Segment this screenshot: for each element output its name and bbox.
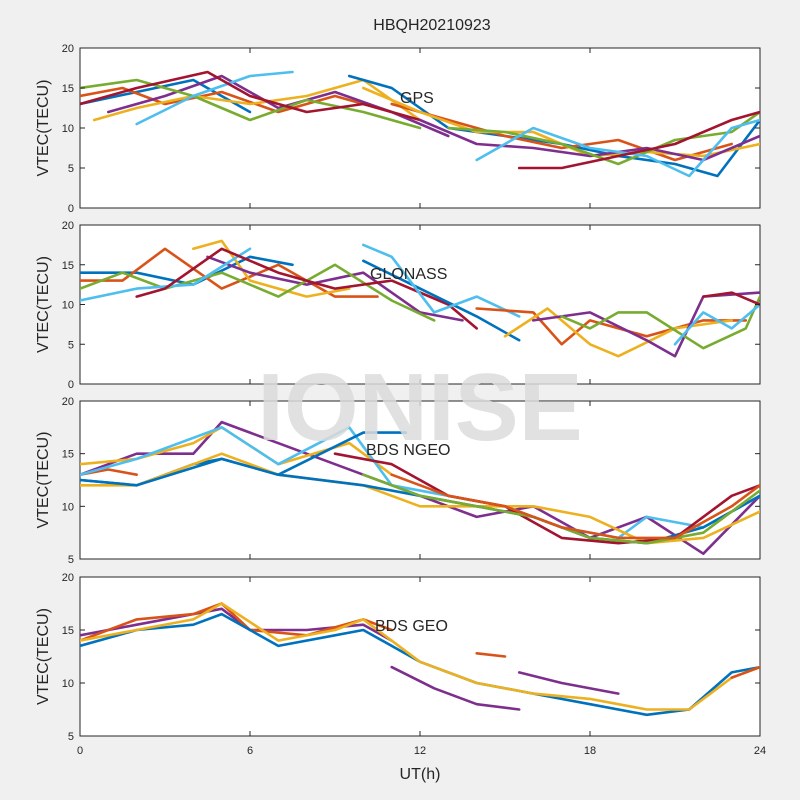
series-line-4 [80, 602, 760, 711]
series-line-11 [503, 307, 734, 358]
series-line-7 [475, 651, 507, 658]
y-tick-label: 0 [68, 203, 74, 215]
y-tick-label: 10 [62, 678, 74, 690]
series-line-8 [730, 665, 760, 680]
series-line-6 [80, 247, 252, 302]
y-tick-label: 15 [62, 449, 74, 461]
y-tick-label: 5 [68, 731, 74, 743]
figure-title: HBQH20210923 [373, 17, 491, 34]
y-tick-label: 5 [68, 554, 74, 566]
series-line-9 [390, 102, 734, 162]
series-line-7 [80, 70, 422, 122]
y-tick-label: 15 [62, 83, 74, 95]
series-line-13 [475, 118, 760, 178]
panel-2: 0 5 10 15 20 VTEC(TECU) GLONASS [35, 220, 761, 391]
series-line-7 [135, 247, 479, 330]
y-tick-label: 20 [62, 572, 74, 584]
series-line-5 [80, 78, 422, 130]
watermark: IONISE [257, 354, 582, 461]
series-line-14 [673, 303, 760, 346]
panel-label: BDS GEO [375, 618, 448, 635]
y-axis-label: VTEC(TECU) [35, 608, 52, 705]
y-tick-label: 10 [62, 501, 74, 513]
x-tick-label: 0 [77, 745, 83, 757]
panel-4: 5 10 15 20 0 6 12 18 24 VTEC(TECU) BDS GEO [35, 572, 766, 757]
y-tick-label: 20 [62, 396, 74, 408]
y-tick-label: 5 [68, 339, 74, 351]
series-line-1 [80, 78, 252, 114]
series-line-5 [390, 665, 521, 711]
y-tick-label: 15 [62, 625, 74, 637]
series-line-4 [206, 255, 464, 322]
y-tick-label: 0 [68, 379, 74, 391]
series-group [80, 70, 760, 178]
y-tick-label: 20 [62, 220, 74, 232]
y-tick-label: 10 [62, 123, 74, 135]
series-line-2 [80, 86, 394, 114]
series-line-9 [361, 243, 521, 318]
series-line-5 [80, 263, 436, 322]
series-line-2 [80, 247, 379, 298]
y-tick-label: 15 [62, 260, 74, 272]
y-tick-label: 10 [62, 300, 74, 312]
x-axis-label: UT(h) [400, 766, 441, 783]
series-line-10 [475, 307, 748, 346]
y-tick-label: 20 [62, 43, 74, 55]
panel-label: GPS [400, 90, 434, 107]
series-line-12 [446, 110, 760, 166]
series-line-8 [361, 259, 521, 342]
series-line-14 [517, 110, 760, 170]
x-tick-label: 24 [754, 745, 766, 757]
series-line-3 [192, 239, 351, 298]
panel-label: BDS NGEO [366, 442, 450, 459]
series-line-13 [560, 295, 760, 350]
panel-3: 5 10 15 20 VTEC(TECU) BDS NGEO [35, 396, 761, 566]
x-tick-label: 12 [414, 745, 426, 757]
series-line-6 [517, 671, 620, 695]
series-group [80, 239, 760, 358]
axes-box [79, 224, 761, 385]
series-line-10 [390, 473, 760, 540]
series-line-15 [701, 291, 760, 306]
y-axis-label: VTEC(TECU) [35, 256, 52, 353]
panel-label: GLONASS [370, 266, 447, 283]
series-line-6 [135, 70, 294, 126]
y-axis-label: VTEC(TECU) [35, 80, 52, 177]
x-tick-label: 6 [247, 745, 253, 757]
series-line-8 [333, 452, 760, 545]
series-group [80, 602, 760, 717]
y-axis-label: VTEC(TECU) [35, 432, 52, 529]
series-line-1 [80, 607, 394, 642]
x-tick-label: 18 [584, 745, 596, 757]
series-group [80, 420, 760, 556]
y-tick-label: 5 [68, 163, 74, 175]
panel-1: 0 5 10 15 20 VTEC(TECU) GPS [35, 43, 761, 215]
